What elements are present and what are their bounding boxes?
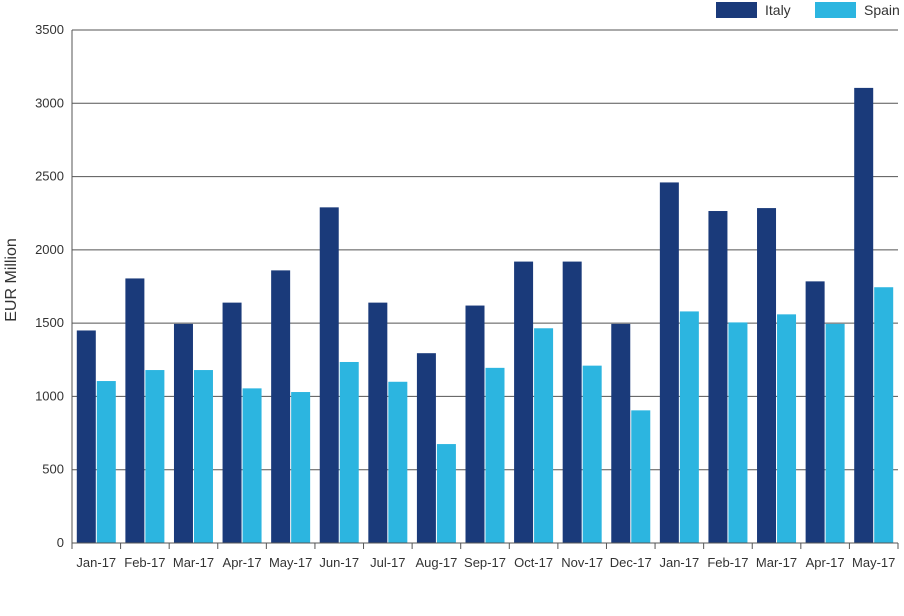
bar-italy <box>319 207 339 543</box>
bars <box>76 87 894 544</box>
bar-spain <box>145 370 165 543</box>
bar-spain <box>728 322 748 543</box>
bar-italy <box>271 270 291 543</box>
bar-spain <box>825 323 845 543</box>
x-tick-label: May-17 <box>269 555 312 570</box>
bar-spain <box>679 311 699 543</box>
bar-italy <box>854 87 874 543</box>
x-tick-label: Feb-17 <box>124 555 165 570</box>
y-tick-label: 2000 <box>35 242 64 257</box>
bar-spain <box>193 370 213 543</box>
legend-swatch-spain <box>815 2 856 18</box>
x-tick-label: Jun-17 <box>319 555 359 570</box>
y-tick-label: 0 <box>57 535 64 550</box>
x-tick-label: Apr-17 <box>223 555 262 570</box>
legend-swatch-italy <box>716 2 757 18</box>
bar-spain <box>96 381 116 543</box>
x-tick-label: Dec-17 <box>610 555 652 570</box>
x-tick-label: May-17 <box>852 555 895 570</box>
y-tick-label: 1500 <box>35 315 64 330</box>
bar-spain <box>631 410 651 543</box>
bar-spain <box>777 314 797 543</box>
bar-spain <box>388 381 408 543</box>
bar-spain <box>874 287 894 543</box>
legend: Italy Spain <box>716 2 900 18</box>
bar-spain <box>436 444 456 543</box>
bar-spain <box>582 365 602 543</box>
bar-italy <box>757 208 777 543</box>
legend-label-italy: Italy <box>765 2 791 18</box>
x-tick-label: Feb-17 <box>707 555 748 570</box>
bar-italy <box>562 261 582 543</box>
bar-italy <box>805 281 825 543</box>
bar-italy <box>76 330 96 543</box>
bar-italy <box>416 353 436 543</box>
x-tick-label: Jan-17 <box>659 555 699 570</box>
x-tick-label: Jan-17 <box>76 555 116 570</box>
x-tick-label: Sep-17 <box>464 555 506 570</box>
bar-spain <box>242 388 262 543</box>
bar-italy <box>611 323 631 543</box>
bar-italy <box>514 261 534 543</box>
x-tick-label: Oct-17 <box>514 555 553 570</box>
bar-italy <box>465 305 485 543</box>
y-tick-label: 2500 <box>35 169 64 184</box>
y-axis-title: EUR Million <box>3 238 20 322</box>
bar-italy <box>222 302 242 543</box>
y-tick-label: 3500 <box>35 22 64 37</box>
y-tick-labels: 0 500 1000 1500 2000 2500 3000 3500 <box>35 22 64 550</box>
y-tick-label: 3000 <box>35 95 64 110</box>
x-tick-label: Aug-17 <box>415 555 457 570</box>
bar-italy <box>659 182 679 544</box>
bar-italy <box>368 302 388 543</box>
x-tick-label: Jul-17 <box>370 555 405 570</box>
x-tick-label: Mar-17 <box>756 555 797 570</box>
x-tick-label: Nov-17 <box>561 555 603 570</box>
bar-italy <box>125 278 145 543</box>
bar-spain <box>291 392 311 543</box>
y-tick-label: 500 <box>42 462 64 477</box>
x-tick-labels: Jan-17 Feb-17 Mar-17 Apr-17 May-17 Jun-17 Jul-… <box>76 555 895 570</box>
bar-spain <box>339 361 359 543</box>
bar-spain <box>534 328 554 543</box>
bar-italy <box>708 211 728 543</box>
axes <box>71 30 899 549</box>
x-tick-label: Apr-17 <box>806 555 845 570</box>
x-tick-label: Mar-17 <box>173 555 214 570</box>
y-tick-label: 1000 <box>35 388 64 403</box>
legend-label-spain: Spain <box>864 2 900 18</box>
bar-spain <box>485 367 505 543</box>
bar-italy <box>173 323 193 543</box>
